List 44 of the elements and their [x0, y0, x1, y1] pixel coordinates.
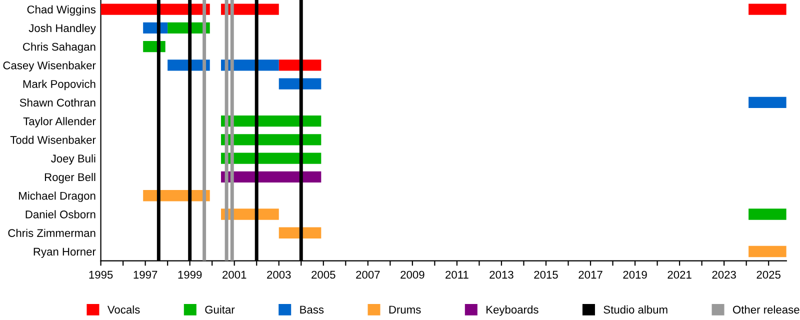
x-tick-label: 2005	[312, 270, 336, 279]
y-tick-label: Michael Dragon	[19, 192, 96, 202]
x-tick-label: 2021	[668, 270, 692, 279]
y-tick-label: Ryan Horner	[34, 248, 96, 258]
x-tick-label: 2009	[400, 270, 424, 279]
bar	[748, 96, 786, 108]
legend-label: Drums	[389, 306, 421, 314]
x-tick-label: 2011	[446, 270, 468, 279]
bar	[748, 208, 786, 220]
y-tick-label: Josh Handley	[28, 24, 96, 34]
x-tick-label: 2007	[356, 270, 380, 279]
y-tick-label: Chad Wiggins	[27, 5, 96, 16]
y-tick-label: Shawn Cothran	[20, 98, 96, 107]
y-tick-label: Taylor Allender	[23, 117, 96, 128]
bar	[278, 78, 322, 90]
bar	[748, 246, 786, 258]
x-tick-label: 2001	[222, 270, 246, 279]
legend-label: Other release	[732, 305, 800, 314]
y-tick-label: Casey Wisenbaker	[3, 61, 96, 72]
legend-label: Vocals	[107, 305, 140, 314]
y-tick-label: Mark Popovich	[23, 80, 96, 90]
legend-label: Keyboards	[486, 305, 538, 316]
legend-label: Studio album	[604, 305, 668, 314]
y-tick-label: Roger Bell	[44, 172, 96, 184]
legend-label: Bass	[300, 306, 324, 314]
x-tick-label: 2023	[712, 270, 736, 279]
x-tick-label: 2025	[756, 270, 780, 279]
y-tick-label: Daniel Osborn	[26, 210, 96, 218]
x-tick-label: 2013	[490, 270, 514, 279]
y-tick-label: Joey Buli	[51, 154, 96, 165]
x-tick-label: 1995	[89, 270, 113, 279]
x-tick-label: 2017	[578, 270, 602, 279]
x-tick-label: 2019	[623, 270, 647, 279]
legend-label: Guitar	[205, 305, 235, 314]
bar	[278, 60, 322, 71]
y-tick-label: Chris Zimmerman	[8, 228, 96, 237]
bar	[748, 4, 786, 15]
x-tick-label: 1999	[178, 270, 202, 279]
y-tick-label: Todd Wisenbaker	[10, 136, 96, 144]
x-tick-label: 1997	[134, 270, 158, 279]
x-tick-label: 2003	[267, 270, 291, 279]
bar	[278, 227, 322, 238]
y-tick-label: Chris Sahagan	[23, 42, 96, 53]
x-tick-label: 2015	[534, 270, 558, 279]
